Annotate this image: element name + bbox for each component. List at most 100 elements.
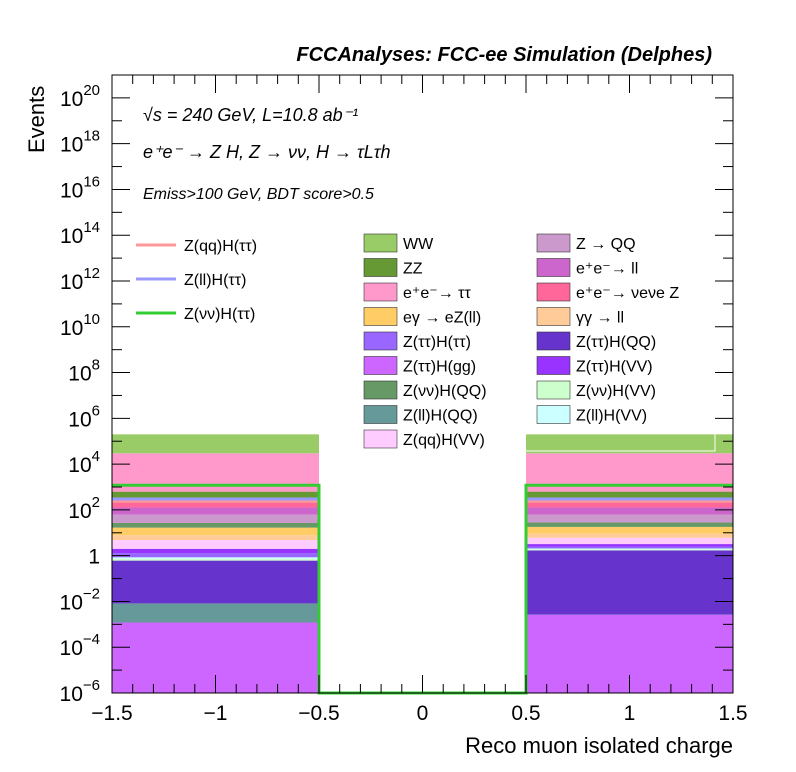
bar-z-h-qq-bin1 bbox=[526, 550, 733, 615]
legend-label: e⁺e⁻→ ττ bbox=[403, 285, 471, 302]
legend-swatch-ww bbox=[363, 233, 398, 253]
legend: Z(qq)H(ττ) Z(ll)H(ττ) Z(νν)H(ττ) WW ZZ e⁺e⁻→ … bbox=[136, 233, 679, 449]
annotation-process: e⁺e⁻ → Z H, Z → νν, H → τLτh bbox=[143, 142, 391, 162]
y-tick-label: 102 bbox=[68, 494, 100, 523]
legend-label: γγ → ll bbox=[576, 310, 624, 327]
bar-z-h-qq-bin1 bbox=[526, 522, 733, 527]
legend-label: e⁺e⁻→ ll bbox=[576, 261, 638, 278]
legend-label: Z(ll)H(VV) bbox=[576, 408, 647, 425]
axis-tick-labels: −1.5 −1 −0.5 0 0.5 1 1.5 10−6 10−4 10−2 1 102 104 106… bbox=[60, 82, 748, 725]
bar-z-qq-h-vv-bin0 bbox=[112, 540, 319, 549]
legend-label: Z(ττ)H(QQ) bbox=[576, 334, 656, 351]
legend-swatch-z-qq-h-vv bbox=[363, 429, 398, 449]
legend-swatch-e-e-e-e-z bbox=[536, 282, 571, 302]
x-tick-label: −1 bbox=[204, 702, 228, 725]
bar-e-ez-ll-bin0 bbox=[112, 527, 319, 536]
bar-zz-bin0 bbox=[112, 491, 319, 499]
chart-title: FCCAnalyses: FCC-ee Simulation (Delphes) bbox=[296, 44, 712, 66]
x-tick-label: 1.5 bbox=[718, 702, 747, 725]
bar-z-h-qq-bin0 bbox=[112, 560, 319, 604]
legend-label: e⁺e⁻→ νeνe Z bbox=[576, 285, 679, 302]
legend-swatch-z-h-qq bbox=[363, 380, 398, 400]
bar-z-ll-h-qq-bin0 bbox=[112, 603, 319, 623]
bar-ll-bin0 bbox=[112, 535, 319, 541]
legend-box bbox=[354, 227, 716, 452]
legend-label: Z(νν)H(QQ) bbox=[403, 383, 487, 400]
x-tick-label: −0.5 bbox=[298, 702, 339, 725]
legend-label: WW bbox=[403, 236, 434, 253]
legend-swatch-z-h-vv bbox=[536, 380, 571, 400]
bar-e-e-ll-bin1 bbox=[526, 507, 733, 515]
bar-z-h-vv-bin1 bbox=[526, 549, 733, 551]
legend-swatch-z-h bbox=[363, 331, 398, 351]
legend-label: Z(ll)H(ττ) bbox=[184, 272, 246, 289]
annotation-energy: √s = 240 GeV, L=10.8 ab⁻¹ bbox=[143, 105, 358, 125]
bar-z-h-bin1 bbox=[526, 546, 733, 549]
y-tick-label: 1012 bbox=[60, 265, 100, 294]
legend-swatch-e-ez-ll bbox=[363, 307, 398, 326]
bar-z-ll-h-vv-bin1 bbox=[526, 548, 733, 550]
bar-e-ez-ll-bin1 bbox=[526, 526, 733, 534]
bar-z-h-vv-bin1 bbox=[526, 544, 733, 547]
legend-label: Z → QQ bbox=[576, 236, 636, 253]
x-axis-label: Reco muon isolated charge bbox=[465, 733, 733, 758]
x-tick-label: 0.5 bbox=[511, 702, 540, 725]
y-tick-label: 1014 bbox=[60, 219, 100, 248]
y-axis-label: Events bbox=[24, 86, 49, 153]
legend-label: eγ → eZ(ll) bbox=[403, 310, 481, 327]
legend-swatch-e-e bbox=[363, 282, 398, 302]
y-tick-label: 10−2 bbox=[60, 585, 100, 614]
x-tick-label: −1.5 bbox=[91, 702, 132, 725]
bar-ww-bin1 bbox=[526, 434, 733, 454]
bar-z-ll-h-vv-bin0 bbox=[112, 557, 319, 559]
y-tick-label: 1016 bbox=[60, 173, 100, 202]
legend-swatch-z-ll-h-qq bbox=[363, 405, 398, 424]
legend-swatch-z-ll-h-vv bbox=[536, 405, 571, 424]
bar-ll-bin1 bbox=[526, 533, 733, 538]
annotation-cuts: Emiss>100 GeV, BDT score>0.5 bbox=[143, 186, 374, 203]
y-tick-label: 1010 bbox=[60, 311, 100, 340]
legend-label: Z(ττ)H(ττ) bbox=[403, 334, 471, 351]
y-tick-label: 106 bbox=[68, 402, 100, 431]
bar-z-h-bin0 bbox=[112, 553, 319, 558]
legend-swatch-ll bbox=[536, 307, 571, 326]
bar-z-qq-bin0 bbox=[112, 514, 319, 523]
y-tick-label: 1 bbox=[88, 546, 100, 569]
legend-label: Z(νν)H(ττ) bbox=[184, 306, 255, 323]
legend-label: Z(ττ)H(gg) bbox=[403, 359, 476, 376]
legend-swatch-zz bbox=[363, 258, 398, 277]
legend-swatch-z-h-vv bbox=[536, 356, 571, 375]
legend-swatch-z-h-qq bbox=[536, 331, 571, 351]
bar-e-e-e-e-z-bin0 bbox=[112, 498, 319, 508]
y-tick-label: 10−4 bbox=[60, 631, 100, 660]
y-tick-label: 1020 bbox=[60, 82, 100, 111]
y-tick-label: 108 bbox=[68, 357, 100, 386]
y-tick-label: 1018 bbox=[60, 128, 100, 157]
y-tick-label: 10−6 bbox=[60, 677, 100, 706]
legend-swatch-e-e-ll bbox=[536, 258, 571, 277]
bar-z-h-vv-bin0 bbox=[112, 548, 319, 554]
y-tick-label: 104 bbox=[68, 448, 100, 477]
legend-swatch-z-h-gg bbox=[363, 356, 398, 375]
legend-frame bbox=[354, 227, 716, 452]
legend-label: Z(ll)H(QQ) bbox=[403, 408, 478, 425]
bar-z-qq-bin1 bbox=[526, 514, 733, 523]
axis-ticks bbox=[111, 74, 734, 694]
bar-ww-bin0 bbox=[112, 434, 319, 454]
legend-label: Z(ττ)H(VV) bbox=[576, 359, 653, 376]
legend-swatch-z-qq bbox=[536, 233, 571, 253]
bar-z-qq-h-vv-bin1 bbox=[526, 537, 733, 545]
legend-label: ZZ bbox=[403, 261, 423, 278]
legend-label: Z(νν)H(VV) bbox=[576, 383, 656, 400]
stacked-histogram bbox=[112, 434, 733, 693]
bar-z-h-qq-bin0 bbox=[112, 522, 319, 528]
x-tick-label: 0 bbox=[417, 702, 429, 725]
bar-e-e-ll-bin0 bbox=[112, 507, 319, 515]
legend-label: Z(qq)H(VV) bbox=[403, 432, 485, 449]
bar-z-h-vv-bin0 bbox=[112, 558, 319, 561]
x-tick-label: 1 bbox=[624, 702, 636, 725]
bar-e-e-e-e-z-bin1 bbox=[526, 498, 733, 508]
legend-label: Z(qq)H(ττ) bbox=[184, 238, 257, 255]
bar-zz-bin1 bbox=[526, 491, 733, 499]
